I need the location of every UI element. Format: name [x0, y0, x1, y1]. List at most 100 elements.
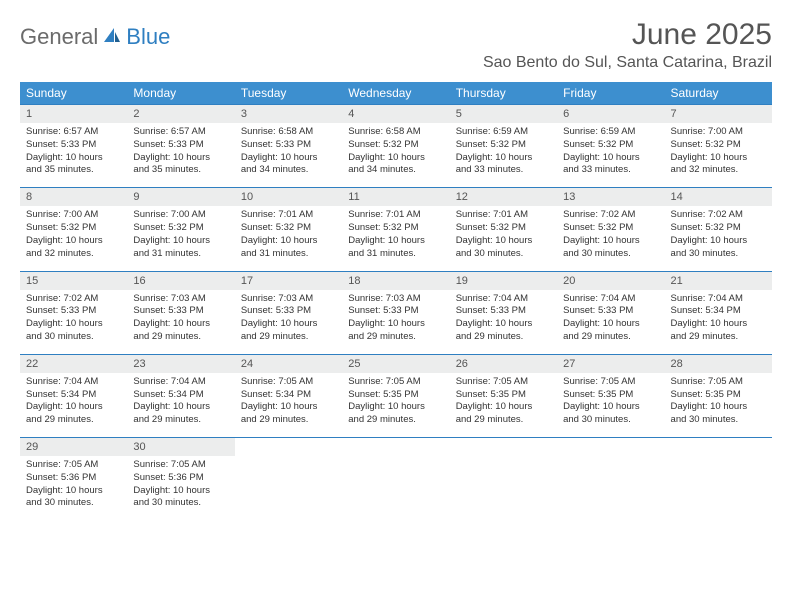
day-cell: 30Sunrise: 7:05 AMSunset: 5:36 PMDayligh…	[127, 438, 234, 521]
sunset-text: Sunset: 5:32 PM	[348, 139, 443, 152]
sunset-text: Sunset: 5:33 PM	[456, 305, 551, 318]
daylight-text: Daylight: 10 hours	[133, 152, 228, 165]
daylight-text: and 30 minutes.	[671, 414, 766, 427]
day-cell: 18Sunrise: 7:03 AMSunset: 5:33 PMDayligh…	[342, 271, 449, 354]
day-content: Sunrise: 7:01 AMSunset: 5:32 PMDaylight:…	[450, 206, 557, 270]
daylight-text: and 33 minutes.	[456, 164, 551, 177]
sunset-text: Sunset: 5:36 PM	[26, 472, 121, 485]
day-content: Sunrise: 7:00 AMSunset: 5:32 PMDaylight:…	[20, 206, 127, 270]
day-content: Sunrise: 7:05 AMSunset: 5:36 PMDaylight:…	[20, 456, 127, 520]
daylight-text: Daylight: 10 hours	[133, 318, 228, 331]
day-cell	[342, 438, 449, 521]
daylight-text: and 29 minutes.	[456, 331, 551, 344]
daylight-text: Daylight: 10 hours	[241, 152, 336, 165]
daylight-text: Daylight: 10 hours	[348, 152, 443, 165]
sunrise-text: Sunrise: 7:00 AM	[26, 209, 121, 222]
sunset-text: Sunset: 5:33 PM	[563, 305, 658, 318]
day-number: 8	[20, 188, 127, 206]
sunrise-text: Sunrise: 6:58 AM	[348, 126, 443, 139]
daylight-text: Daylight: 10 hours	[456, 401, 551, 414]
daylight-text: Daylight: 10 hours	[26, 235, 121, 248]
day-cell	[450, 438, 557, 521]
day-cell: 14Sunrise: 7:02 AMSunset: 5:32 PMDayligh…	[665, 188, 772, 271]
day-number: 9	[127, 188, 234, 206]
sunrise-text: Sunrise: 7:03 AM	[241, 293, 336, 306]
daylight-text: Daylight: 10 hours	[456, 235, 551, 248]
sunset-text: Sunset: 5:32 PM	[133, 222, 228, 235]
table-row: 8Sunrise: 7:00 AMSunset: 5:32 PMDaylight…	[20, 188, 772, 271]
daylight-text: and 29 minutes.	[241, 414, 336, 427]
day-number: 20	[557, 272, 664, 290]
day-cell: 21Sunrise: 7:04 AMSunset: 5:34 PMDayligh…	[665, 271, 772, 354]
daylight-text: Daylight: 10 hours	[133, 485, 228, 498]
day-content: Sunrise: 7:01 AMSunset: 5:32 PMDaylight:…	[342, 206, 449, 270]
daylight-text: and 34 minutes.	[348, 164, 443, 177]
sunrise-text: Sunrise: 7:02 AM	[563, 209, 658, 222]
sunset-text: Sunset: 5:34 PM	[671, 305, 766, 318]
day-number: 16	[127, 272, 234, 290]
day-number: 24	[235, 355, 342, 373]
day-number: 21	[665, 272, 772, 290]
sunrise-text: Sunrise: 7:05 AM	[348, 376, 443, 389]
sunrise-text: Sunrise: 7:00 AM	[671, 126, 766, 139]
daylight-text: and 32 minutes.	[671, 164, 766, 177]
daylight-text: Daylight: 10 hours	[563, 152, 658, 165]
day-number: 19	[450, 272, 557, 290]
sunset-text: Sunset: 5:33 PM	[348, 305, 443, 318]
daylight-text: and 30 minutes.	[563, 248, 658, 261]
day-cell: 16Sunrise: 7:03 AMSunset: 5:33 PMDayligh…	[127, 271, 234, 354]
sunrise-text: Sunrise: 7:05 AM	[563, 376, 658, 389]
sunrise-text: Sunrise: 7:05 AM	[26, 459, 121, 472]
daylight-text: and 30 minutes.	[456, 248, 551, 261]
daylight-text: and 29 minutes.	[133, 414, 228, 427]
day-content: Sunrise: 6:57 AMSunset: 5:33 PMDaylight:…	[127, 123, 234, 187]
day-number: 13	[557, 188, 664, 206]
day-header: Monday	[127, 82, 234, 105]
day-content: Sunrise: 7:02 AMSunset: 5:32 PMDaylight:…	[557, 206, 664, 270]
day-number: 15	[20, 272, 127, 290]
day-content: Sunrise: 6:57 AMSunset: 5:33 PMDaylight:…	[20, 123, 127, 187]
table-row: 15Sunrise: 7:02 AMSunset: 5:33 PMDayligh…	[20, 271, 772, 354]
daylight-text: Daylight: 10 hours	[563, 318, 658, 331]
day-cell: 25Sunrise: 7:05 AMSunset: 5:35 PMDayligh…	[342, 354, 449, 437]
day-cell: 10Sunrise: 7:01 AMSunset: 5:32 PMDayligh…	[235, 188, 342, 271]
day-number: 17	[235, 272, 342, 290]
sunrise-text: Sunrise: 6:57 AM	[133, 126, 228, 139]
sunrise-text: Sunrise: 7:02 AM	[26, 293, 121, 306]
calendar-table: Sunday Monday Tuesday Wednesday Thursday…	[20, 82, 772, 520]
day-cell: 15Sunrise: 7:02 AMSunset: 5:33 PMDayligh…	[20, 271, 127, 354]
calendar-body: 1Sunrise: 6:57 AMSunset: 5:33 PMDaylight…	[20, 105, 772, 521]
day-content: Sunrise: 7:03 AMSunset: 5:33 PMDaylight:…	[342, 290, 449, 354]
daylight-text: and 33 minutes.	[563, 164, 658, 177]
day-number: 29	[20, 438, 127, 456]
sunset-text: Sunset: 5:33 PM	[133, 139, 228, 152]
sunset-text: Sunset: 5:32 PM	[456, 139, 551, 152]
day-number: 25	[342, 355, 449, 373]
day-content: Sunrise: 7:05 AMSunset: 5:34 PMDaylight:…	[235, 373, 342, 437]
day-header: Wednesday	[342, 82, 449, 105]
day-header: Friday	[557, 82, 664, 105]
sunrise-text: Sunrise: 7:04 AM	[133, 376, 228, 389]
day-number: 1	[20, 105, 127, 123]
day-number: 30	[127, 438, 234, 456]
daylight-text: and 31 minutes.	[133, 248, 228, 261]
day-number: 22	[20, 355, 127, 373]
day-content: Sunrise: 6:59 AMSunset: 5:32 PMDaylight:…	[450, 123, 557, 187]
day-cell: 29Sunrise: 7:05 AMSunset: 5:36 PMDayligh…	[20, 438, 127, 521]
sunrise-text: Sunrise: 7:01 AM	[456, 209, 551, 222]
day-number: 27	[557, 355, 664, 373]
daylight-text: and 35 minutes.	[133, 164, 228, 177]
sunset-text: Sunset: 5:35 PM	[563, 389, 658, 402]
sunset-text: Sunset: 5:33 PM	[26, 305, 121, 318]
sunrise-text: Sunrise: 7:04 AM	[563, 293, 658, 306]
day-number: 14	[665, 188, 772, 206]
day-content: Sunrise: 6:59 AMSunset: 5:32 PMDaylight:…	[557, 123, 664, 187]
sunset-text: Sunset: 5:32 PM	[563, 222, 658, 235]
daylight-text: Daylight: 10 hours	[241, 401, 336, 414]
daylight-text: and 30 minutes.	[563, 414, 658, 427]
daylight-text: and 30 minutes.	[26, 497, 121, 510]
sunset-text: Sunset: 5:35 PM	[671, 389, 766, 402]
sunrise-text: Sunrise: 7:03 AM	[348, 293, 443, 306]
day-cell: 27Sunrise: 7:05 AMSunset: 5:35 PMDayligh…	[557, 354, 664, 437]
sunset-text: Sunset: 5:32 PM	[348, 222, 443, 235]
